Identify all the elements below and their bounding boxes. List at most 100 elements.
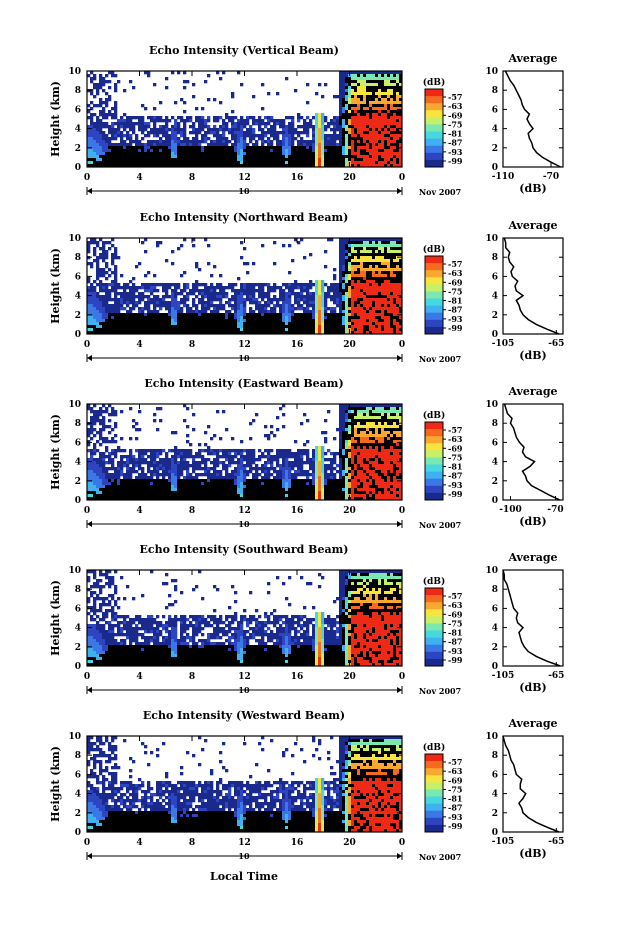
heatmap-cell	[348, 262, 352, 266]
heatmap-cell	[384, 155, 388, 159]
heatmap-cell	[348, 113, 352, 117]
heatmap-cell	[123, 113, 127, 117]
heatmap-cell	[318, 143, 322, 147]
heatmap-cell	[372, 152, 376, 156]
heatmap-cell	[393, 101, 397, 105]
heatmap-cell	[240, 155, 244, 159]
heatmap-cell	[399, 304, 403, 308]
heatmap-cell	[285, 295, 289, 299]
heatmap-cell	[339, 164, 343, 168]
heatmap-cell	[90, 331, 94, 335]
heatmap-cell	[141, 473, 145, 477]
heatmap-cell	[285, 331, 289, 335]
heatmap-cell	[393, 277, 397, 281]
heatmap-cell	[390, 134, 394, 138]
heatmap-cell	[360, 247, 364, 251]
heatmap-cell	[207, 307, 211, 311]
heatmap-cell	[255, 301, 259, 305]
x-tick-label: 0	[399, 173, 405, 183]
heatmap-cell	[222, 307, 226, 311]
heatmap-cell	[174, 497, 178, 501]
heatmap-cell	[357, 152, 361, 156]
heatmap-cell	[264, 292, 268, 296]
day-arrow-head	[87, 188, 92, 194]
heatmap-cell	[141, 461, 145, 465]
heatmap-cell	[345, 113, 349, 117]
heatmap-cell	[396, 274, 400, 278]
heatmap-cell	[207, 316, 211, 320]
heatmap-cell	[105, 256, 109, 260]
heatmap-cell	[168, 467, 172, 471]
heatmap-cell	[87, 164, 91, 168]
heatmap-cell	[309, 328, 313, 332]
heatmap-cell	[321, 295, 325, 299]
heatmap-cell	[294, 319, 298, 323]
heatmap-cell	[105, 410, 109, 414]
heatmap-cell	[339, 80, 343, 84]
heatmap-cell	[363, 286, 367, 290]
heatmap-cell	[99, 304, 103, 308]
heatmap-cell	[126, 455, 130, 459]
heatmap-cell	[315, 137, 319, 141]
heatmap-cell	[348, 253, 352, 257]
heatmap-cell	[360, 92, 364, 96]
heatmap-cell	[366, 119, 370, 123]
heatmap-cell	[180, 98, 184, 102]
heatmap-cell	[399, 307, 403, 311]
heatmap-cell	[198, 322, 202, 326]
heatmap-cell	[231, 125, 235, 129]
heatmap-cell	[138, 152, 142, 156]
heatmap-cell	[378, 322, 382, 326]
heatmap-cell	[153, 328, 157, 332]
heatmap-cell	[378, 119, 382, 123]
heatmap-cell	[111, 244, 115, 248]
heatmap-cell	[231, 95, 235, 99]
heatmap-cell	[99, 319, 103, 323]
heatmap-cell	[141, 310, 145, 314]
heatmap-cell	[213, 128, 217, 132]
heatmap-cell	[240, 122, 244, 126]
heatmap-cell	[105, 440, 109, 444]
heatmap-cell	[180, 458, 184, 462]
heatmap-cell	[339, 328, 343, 332]
heatmap-cell	[141, 458, 145, 462]
heatmap-cell	[153, 307, 157, 311]
heatmap-cell	[291, 152, 295, 156]
heatmap-cell	[189, 116, 193, 120]
heatmap-cell	[375, 116, 379, 120]
heatmap-cell	[342, 89, 346, 93]
heatmap-cell	[363, 134, 367, 138]
day-arrow-head	[87, 355, 92, 361]
heatmap-cell	[282, 143, 286, 147]
heatmap-cell	[282, 128, 286, 132]
heatmap-cell	[372, 265, 376, 269]
heatmap-cell	[393, 122, 397, 126]
heatmap-cell	[339, 322, 343, 326]
heatmap-cell	[201, 307, 205, 311]
heatmap-cell	[162, 491, 166, 495]
heatmap-cell	[102, 274, 106, 278]
heatmap-cell	[387, 80, 391, 84]
heatmap-cell	[351, 259, 355, 263]
heatmap-cell	[144, 122, 148, 126]
heatmap-cell	[96, 488, 100, 492]
heatmap-cell	[315, 325, 319, 329]
heatmap-cell	[231, 164, 235, 168]
heatmap-cell	[135, 304, 139, 308]
heatmap-cell	[99, 413, 103, 417]
heatmap-cell	[195, 476, 199, 480]
heatmap-cell	[168, 322, 172, 326]
heatmap-cell	[225, 313, 229, 317]
heatmap-cell	[309, 325, 313, 329]
heatmap-cell	[93, 304, 97, 308]
heatmap-cell	[267, 149, 271, 153]
heatmap-cell	[318, 328, 322, 332]
heatmap-cell	[354, 164, 358, 168]
heatmap-cell	[159, 407, 163, 411]
heatmap-cell	[210, 131, 214, 135]
heatmap-cell	[150, 497, 154, 501]
heatmap-cell	[378, 244, 382, 248]
heatmap-cell	[339, 146, 343, 150]
heatmap-cell	[177, 164, 181, 168]
